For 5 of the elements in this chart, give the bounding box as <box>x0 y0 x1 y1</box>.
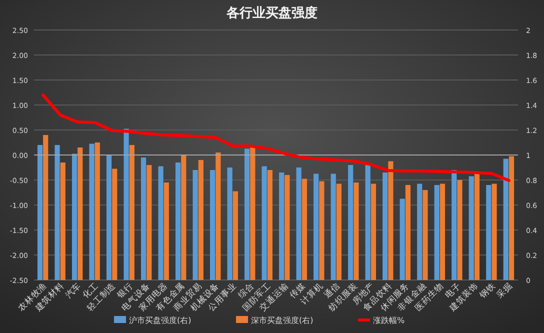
legend-label: 涨跌幅% <box>373 316 405 325</box>
chart-title: 各行业买盘强度 <box>226 5 318 21</box>
x-tick-label: 汽车 <box>63 280 84 301</box>
legend-label: 沪市买盘强度(右) <box>129 316 192 325</box>
legend-label: 深市买盘强度(右) <box>251 316 314 325</box>
